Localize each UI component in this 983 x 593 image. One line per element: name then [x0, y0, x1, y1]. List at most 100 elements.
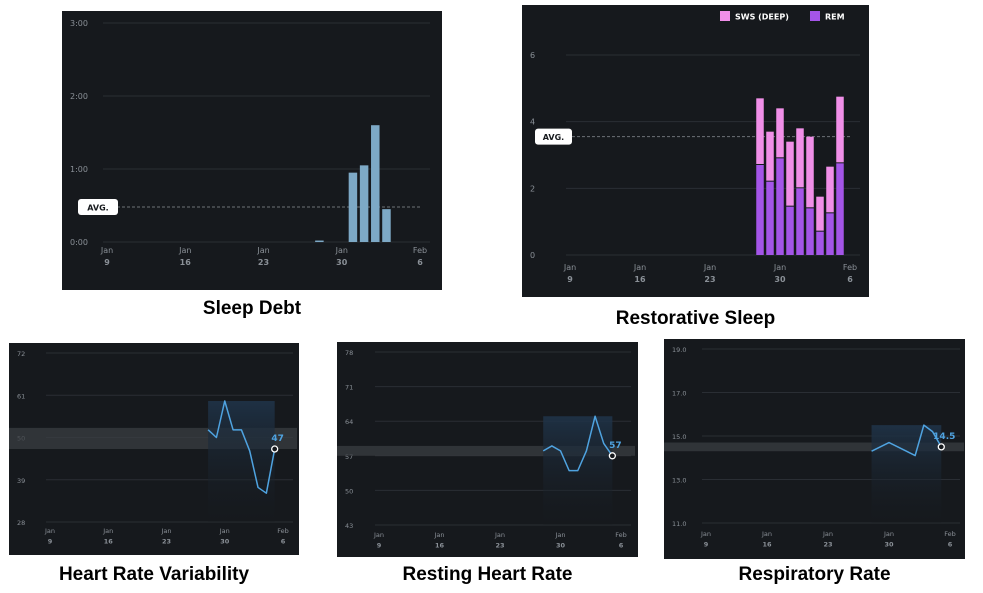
bar: [348, 172, 358, 242]
x-tick-month: Jan: [822, 530, 833, 538]
bar-rem: [836, 163, 844, 255]
legend-label-rem: REM: [825, 13, 845, 22]
restorative-sleep-chart: 0 2 4 6 Jan 9 Jan 16 Jan 23 Jan 30 Feb 6 SWS (DEEP) REM…: [522, 5, 869, 297]
x-tick-month: Feb: [615, 531, 627, 539]
bar-sws: [816, 196, 824, 231]
y-tick-label: 78: [345, 349, 353, 357]
area-fill: [871, 425, 942, 523]
bar-rem: [826, 213, 834, 255]
x-tick-day: 23: [258, 258, 269, 267]
x-tick-day: 30: [336, 258, 348, 267]
y-tick-label: 71: [345, 384, 353, 392]
x-tick-day: 23: [823, 541, 832, 549]
restorative-sleep-caption: Restorative Sleep: [615, 308, 776, 329]
x-tick-month: Feb: [843, 263, 857, 272]
y-tick-label: 0:00: [70, 238, 88, 247]
y-tick-label: 61: [17, 392, 25, 400]
avg-badge-label: AVG.: [543, 133, 564, 142]
x-tick-month: Jan: [563, 263, 576, 272]
x-tick-month: Feb: [277, 527, 289, 535]
x-tick-day: 6: [847, 275, 853, 284]
x-tick-day: 16: [435, 542, 445, 550]
x-tick-month: Jan: [256, 246, 269, 255]
x-tick-month: Jan: [178, 246, 191, 255]
x-tick-day: 23: [704, 275, 715, 284]
x-tick-day: 16: [762, 541, 772, 549]
x-tick-month: Jan: [433, 531, 444, 539]
x-tick-day: 23: [162, 538, 171, 546]
x-tick-month: Jan: [100, 246, 113, 255]
x-tick-month: Jan: [335, 246, 348, 255]
last-point-marker: [937, 443, 945, 451]
series-line: [871, 424, 942, 457]
bar-sws: [796, 128, 804, 188]
legend-swatch-sws: [720, 11, 730, 21]
avg-badge: [535, 128, 572, 145]
bar-sws: [756, 98, 764, 164]
series-line: [542, 415, 613, 472]
bar: [371, 125, 380, 242]
sleep-debt-chart: 0:00 1:00 2:00 3:00 Jan 9 Jan 16 Jan 23 Jan 30 Feb 6 A…: [62, 11, 442, 290]
x-tick-day: 9: [104, 258, 110, 267]
sleep-debt-svg: 0:00 1:00 2:00 3:00 Jan 9 Jan 16 Jan 23 Jan 30 Feb 6 A…: [70, 19, 430, 267]
series-line: [207, 400, 276, 494]
x-tick-month: Jan: [761, 530, 772, 538]
x-tick-day: 16: [634, 275, 646, 284]
x-tick-day: 16: [104, 538, 114, 546]
y-tick-label: 50: [345, 487, 353, 495]
y-tick-label: 64: [345, 418, 353, 426]
bar-sws: [776, 108, 784, 158]
avg-badge: [78, 198, 118, 215]
x-tick-month: Jan: [219, 527, 230, 535]
x-tick-day: 23: [495, 542, 504, 550]
x-tick-day: 6: [948, 541, 953, 549]
y-tick-label: 3:00: [70, 19, 88, 28]
rhr-caption: Resting Heart Rate: [402, 564, 573, 585]
y-tick-label: 11.0: [672, 520, 686, 528]
normal-range-band: [337, 445, 635, 456]
bar: [382, 209, 391, 242]
sleep-debt-caption: Sleep Debt: [202, 298, 302, 319]
x-tick-day: 30: [220, 538, 230, 546]
legend-label-sws: SWS (DEEP): [735, 13, 789, 22]
x-tick-day: 6: [281, 538, 286, 546]
bar-sws: [786, 141, 794, 206]
legend-swatch-rem: [810, 11, 820, 21]
x-tick-day: 16: [180, 258, 192, 267]
y-tick-label: 17.0: [672, 390, 686, 398]
x-tick-month: Feb: [944, 530, 956, 538]
y-tick-label: 1:00: [70, 165, 88, 174]
y-tick-label: 39: [17, 477, 25, 485]
y-tick-label: 13.0: [672, 477, 686, 485]
y-tick-label: 43: [345, 522, 353, 530]
x-tick-day: 9: [704, 541, 709, 549]
last-value-label: 57: [609, 441, 622, 451]
x-tick-month: Jan: [373, 531, 384, 539]
x-tick-day: 9: [567, 275, 573, 284]
x-tick-month: Jan: [703, 263, 716, 272]
bar-rem: [796, 188, 804, 255]
hrv-caption: Heart Rate Variability: [58, 564, 250, 585]
x-tick-day: 6: [417, 258, 423, 267]
x-tick-month: Jan: [102, 527, 113, 535]
bar-sws: [836, 96, 844, 163]
area-fill: [208, 401, 275, 522]
rhr-chart: 43 50 57 64 71 78 Jan 9 Jan 16 Jan 23 Jan 30 Feb 6 57: [337, 342, 638, 557]
last-point-marker: [608, 452, 617, 460]
y-tick-label: 2: [530, 184, 535, 193]
bar: [315, 240, 324, 243]
x-tick-month: Jan: [44, 527, 55, 535]
bar-sws: [766, 131, 774, 181]
y-tick-label: 4: [530, 118, 535, 127]
bar-rem: [776, 158, 784, 255]
last-value-label: 14.5: [933, 432, 955, 442]
y-tick-label: 15.0: [672, 433, 686, 441]
bar-rem: [786, 206, 794, 255]
last-value-label: 47: [271, 434, 284, 444]
x-tick-day: 6: [619, 542, 624, 550]
x-tick-day: 30: [774, 275, 786, 284]
x-tick-day: 30: [884, 541, 894, 549]
rhr-svg: 43 50 57 64 71 78 Jan 9 Jan 16 Jan 23 Jan 30 Feb 6 57: [337, 349, 635, 550]
bar-sws: [826, 166, 834, 213]
y-tick-label: 6: [530, 51, 535, 60]
